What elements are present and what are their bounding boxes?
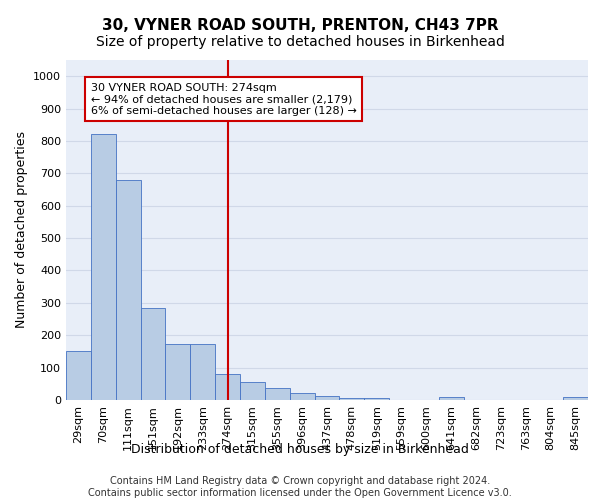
Y-axis label: Number of detached properties: Number of detached properties: [14, 132, 28, 328]
Text: 30, VYNER ROAD SOUTH, PRENTON, CH43 7PR: 30, VYNER ROAD SOUTH, PRENTON, CH43 7PR: [101, 18, 499, 32]
Text: Distribution of detached houses by size in Birkenhead: Distribution of detached houses by size …: [131, 442, 469, 456]
Text: 30 VYNER ROAD SOUTH: 274sqm
← 94% of detached houses are smaller (2,179)
6% of s: 30 VYNER ROAD SOUTH: 274sqm ← 94% of det…: [91, 82, 357, 116]
Bar: [314, 396, 340, 400]
Bar: [364, 398, 389, 400]
Bar: [66, 352, 91, 400]
Bar: [215, 374, 240, 400]
Bar: [563, 397, 588, 400]
Bar: [265, 388, 290, 400]
Bar: [340, 398, 364, 400]
Bar: [116, 180, 140, 400]
Bar: [439, 397, 464, 400]
Bar: [166, 344, 190, 400]
Bar: [240, 382, 265, 400]
Bar: [140, 308, 166, 400]
Bar: [91, 134, 116, 400]
Text: Contains HM Land Registry data © Crown copyright and database right 2024.
Contai: Contains HM Land Registry data © Crown c…: [88, 476, 512, 498]
Bar: [290, 393, 314, 400]
Text: Size of property relative to detached houses in Birkenhead: Size of property relative to detached ho…: [95, 35, 505, 49]
Bar: [190, 344, 215, 400]
